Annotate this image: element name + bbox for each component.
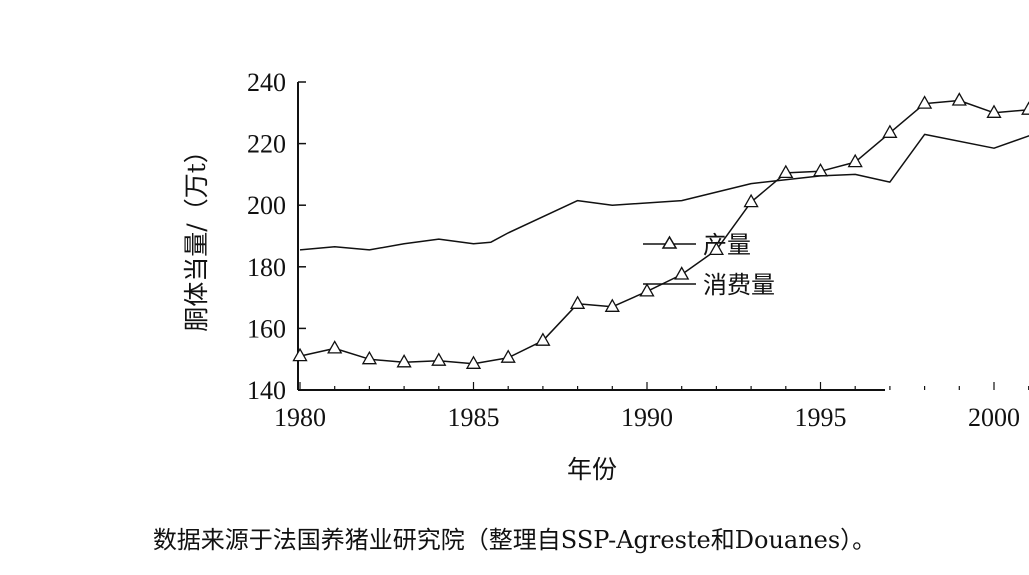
x-tick-label: 2000 xyxy=(968,403,1020,432)
y-tick-label: 180 xyxy=(247,253,286,282)
data-point-production xyxy=(1021,101,1029,115)
x-tick-label: 1985 xyxy=(448,403,500,432)
legend-label-production: 产量 xyxy=(703,231,751,259)
legend: 产量 消费量 xyxy=(643,231,775,299)
triangle-marker-icon xyxy=(661,235,678,249)
data-point-production xyxy=(951,92,967,106)
legend-label-consumption: 消费量 xyxy=(703,271,775,299)
data-point-production xyxy=(361,350,378,365)
data-point-production xyxy=(639,283,655,297)
data-point-production xyxy=(569,295,586,309)
y-tick-label: 200 xyxy=(247,191,286,220)
data-point-production xyxy=(465,355,482,369)
x-axis-title: 年份 xyxy=(567,455,617,484)
data-point-production xyxy=(327,340,343,354)
data-point-production xyxy=(500,349,516,363)
x-tick-label: 1990 xyxy=(621,403,673,432)
y-tick-label: 220 xyxy=(247,130,286,159)
data-point-production xyxy=(535,332,551,346)
series-line-production xyxy=(299,99,1029,365)
data-point-production xyxy=(604,298,620,312)
y-ticks: 140 160 180 200 220 240 xyxy=(247,68,306,405)
y-tick-label: 240 xyxy=(247,68,286,97)
data-point-production xyxy=(743,193,759,208)
data-point-production xyxy=(916,95,933,109)
data-point-production xyxy=(674,266,690,280)
x-ticks: 19801985199019952000200520102013 xyxy=(274,382,1029,432)
data-point-production xyxy=(778,164,794,179)
data-point-production xyxy=(986,104,1002,118)
data-point-production xyxy=(708,241,725,256)
x-tick-label: 1980 xyxy=(274,403,326,432)
legend-item-consumption: 消费量 xyxy=(643,271,775,299)
data-point-production xyxy=(396,353,412,368)
y-tick-label: 140 xyxy=(247,376,286,405)
data-point-production xyxy=(292,347,308,362)
y-tick-label: 160 xyxy=(247,314,286,343)
data-point-production xyxy=(882,124,898,138)
axes xyxy=(297,82,885,391)
series-layer xyxy=(292,92,1029,369)
data-point-production xyxy=(847,153,863,168)
legend-item-production: 产量 xyxy=(643,231,751,259)
source-note: 数据来源于法国养猪业研究院（整理自SSP-Agreste和Douanes）。 xyxy=(152,526,877,554)
series-line-consumption xyxy=(299,133,1029,251)
y-axis-title: 胴体当量/（万t） xyxy=(182,138,211,331)
x-tick-label: 1995 xyxy=(795,403,847,432)
data-point-production xyxy=(431,352,447,366)
